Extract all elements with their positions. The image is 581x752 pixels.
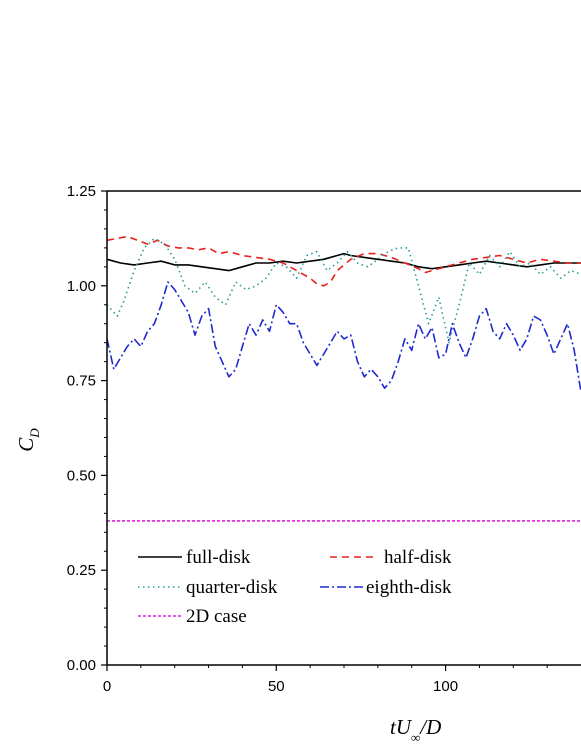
legend-entry-eighth-disk: eighth-disk xyxy=(320,577,452,598)
y-tick-label: 1.25 xyxy=(67,183,96,200)
y-tick-label: 1.00 xyxy=(67,278,96,295)
legend-label-quarter-disk: quarter-disk xyxy=(186,577,278,598)
y-axis-title-main: C xyxy=(14,437,38,452)
tick-labels: 0.00 0.25 0.50 0.75 1.00 1.25 0 50 100 xyxy=(67,183,458,695)
series-line-full-disk xyxy=(106,252,581,272)
series-line-half-disk xyxy=(106,235,581,287)
axes xyxy=(106,190,581,666)
x-axis-title-main: tU xyxy=(390,715,413,739)
x-axis-title-tail: /D xyxy=(419,715,441,739)
ticks xyxy=(101,190,548,671)
y-tick-label: 0.50 xyxy=(67,467,96,484)
legend-label-half-disk: half-disk xyxy=(384,547,452,568)
legend-label-eighth-disk: eighth-disk xyxy=(366,577,452,598)
legend-label-full-disk: full-disk xyxy=(186,547,251,568)
legend-label-2d-case: 2D case xyxy=(186,606,247,627)
plot-lines xyxy=(106,235,581,522)
x-axis-title: tU∞/D xyxy=(390,715,441,745)
y-tick-label: 0.00 xyxy=(67,657,96,674)
x-axis-title-subscript: ∞ xyxy=(411,730,420,745)
y-tick-label: 0.75 xyxy=(67,373,96,390)
y-tick-label: 0.25 xyxy=(67,562,96,579)
y-axis-title-subscript: D xyxy=(27,428,42,439)
x-tick-label: 50 xyxy=(268,678,285,695)
legend: full-disk half-disk quarter-disk eighth-… xyxy=(138,547,452,627)
legend-entry-half-disk: half-disk xyxy=(330,547,452,568)
legend-entry-2d-case: 2D case xyxy=(138,606,247,627)
x-tick-label: 100 xyxy=(433,678,458,695)
series-line-eighth-disk xyxy=(106,281,581,393)
series-line-quarter-disk xyxy=(106,237,581,344)
y-axis-title: CD xyxy=(14,428,42,452)
legend-entry-full-disk: full-disk xyxy=(138,547,251,568)
x-tick-label: 0 xyxy=(103,678,111,695)
legend-entry-quarter-disk: quarter-disk xyxy=(138,577,278,598)
